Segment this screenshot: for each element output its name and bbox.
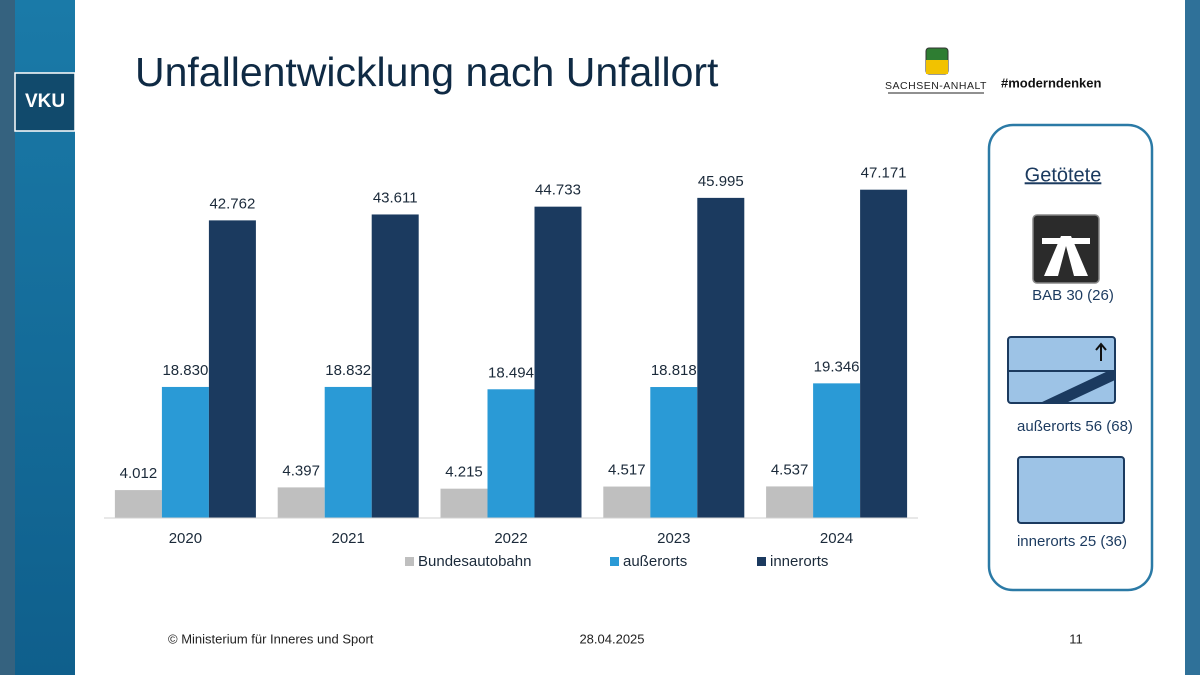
value-label: 18.830 xyxy=(162,362,208,379)
legend-swatch xyxy=(610,557,619,566)
sign-bg xyxy=(1032,214,1100,284)
legend-swatch xyxy=(405,557,414,566)
x-tick-label: 2024 xyxy=(820,530,853,547)
value-label: 4.215 xyxy=(445,464,483,481)
value-label: 4.517 xyxy=(608,462,646,479)
value-label: 4.397 xyxy=(282,462,320,479)
right-band xyxy=(1185,0,1200,675)
chart: 4.012 18.830 42.762 2020 4.397 18.832 43.611 20… xyxy=(104,165,918,570)
legend-label: innerorts xyxy=(770,553,828,570)
value-label: 4.012 xyxy=(120,465,158,482)
value-label: 45.995 xyxy=(698,173,744,190)
footer-copyright: © Ministerium für Inneres und Sport xyxy=(168,631,374,646)
bar xyxy=(440,488,488,518)
slide-title: Unfallentwicklung nach Unfallort xyxy=(135,49,719,95)
bar xyxy=(487,389,535,518)
x-tick-label: 2021 xyxy=(332,530,365,547)
state-logo xyxy=(925,47,949,75)
panel-item: BAB 30 (26) xyxy=(1032,287,1114,304)
value-label: 18.818 xyxy=(651,362,697,379)
panel-item: außerorts 56 (68) xyxy=(1017,418,1133,435)
bar xyxy=(766,486,814,518)
state-name: SACHSEN-ANHALT xyxy=(885,80,987,92)
value-label: 43.611 xyxy=(373,189,418,206)
sign-arrow-head xyxy=(1095,342,1107,351)
badge: VKU xyxy=(25,91,65,112)
bar xyxy=(371,214,419,518)
coat-of-arms-lower xyxy=(926,60,948,74)
bar xyxy=(603,486,651,518)
bar xyxy=(697,197,745,518)
x-tick-label: 2022 xyxy=(494,530,527,547)
bar xyxy=(534,206,582,518)
value-label: 19.346 xyxy=(814,358,860,375)
value-label: 47.171 xyxy=(861,165,907,182)
footer-date: 28.04.2025 xyxy=(579,631,644,646)
panel-item: innerorts 25 (36) xyxy=(1017,533,1127,550)
sign-stripe xyxy=(1040,371,1115,403)
bar xyxy=(650,387,698,518)
x-tick-label: 2023 xyxy=(657,530,690,547)
bar xyxy=(114,490,162,518)
panel-title: Getötete xyxy=(1025,164,1102,186)
bar xyxy=(208,220,256,519)
value-label: 18.832 xyxy=(325,362,371,379)
bar xyxy=(813,383,861,518)
badge-box xyxy=(14,72,76,132)
value-label: 42.762 xyxy=(209,195,255,212)
motorway-sign xyxy=(1032,214,1100,284)
value-label: 18.494 xyxy=(488,364,534,381)
bar xyxy=(161,386,209,518)
rural-sign xyxy=(1007,336,1116,404)
value-label: 44.733 xyxy=(535,182,581,199)
legend-swatch xyxy=(757,557,766,566)
sign-bridge xyxy=(1042,238,1090,244)
bar xyxy=(860,189,908,519)
sign-road xyxy=(1044,236,1088,276)
bar xyxy=(277,487,325,518)
footer-page: 11 xyxy=(1069,631,1083,646)
urban-sign xyxy=(1017,456,1125,524)
legend-label: Bundesautobahn xyxy=(418,553,531,570)
side-edge xyxy=(0,0,15,675)
legend-label: außerorts xyxy=(623,553,687,570)
hashtag: #moderndenken xyxy=(1001,75,1101,90)
x-tick-label: 2020 xyxy=(169,530,202,547)
bar xyxy=(324,386,372,518)
value-label: 4.537 xyxy=(771,461,809,478)
